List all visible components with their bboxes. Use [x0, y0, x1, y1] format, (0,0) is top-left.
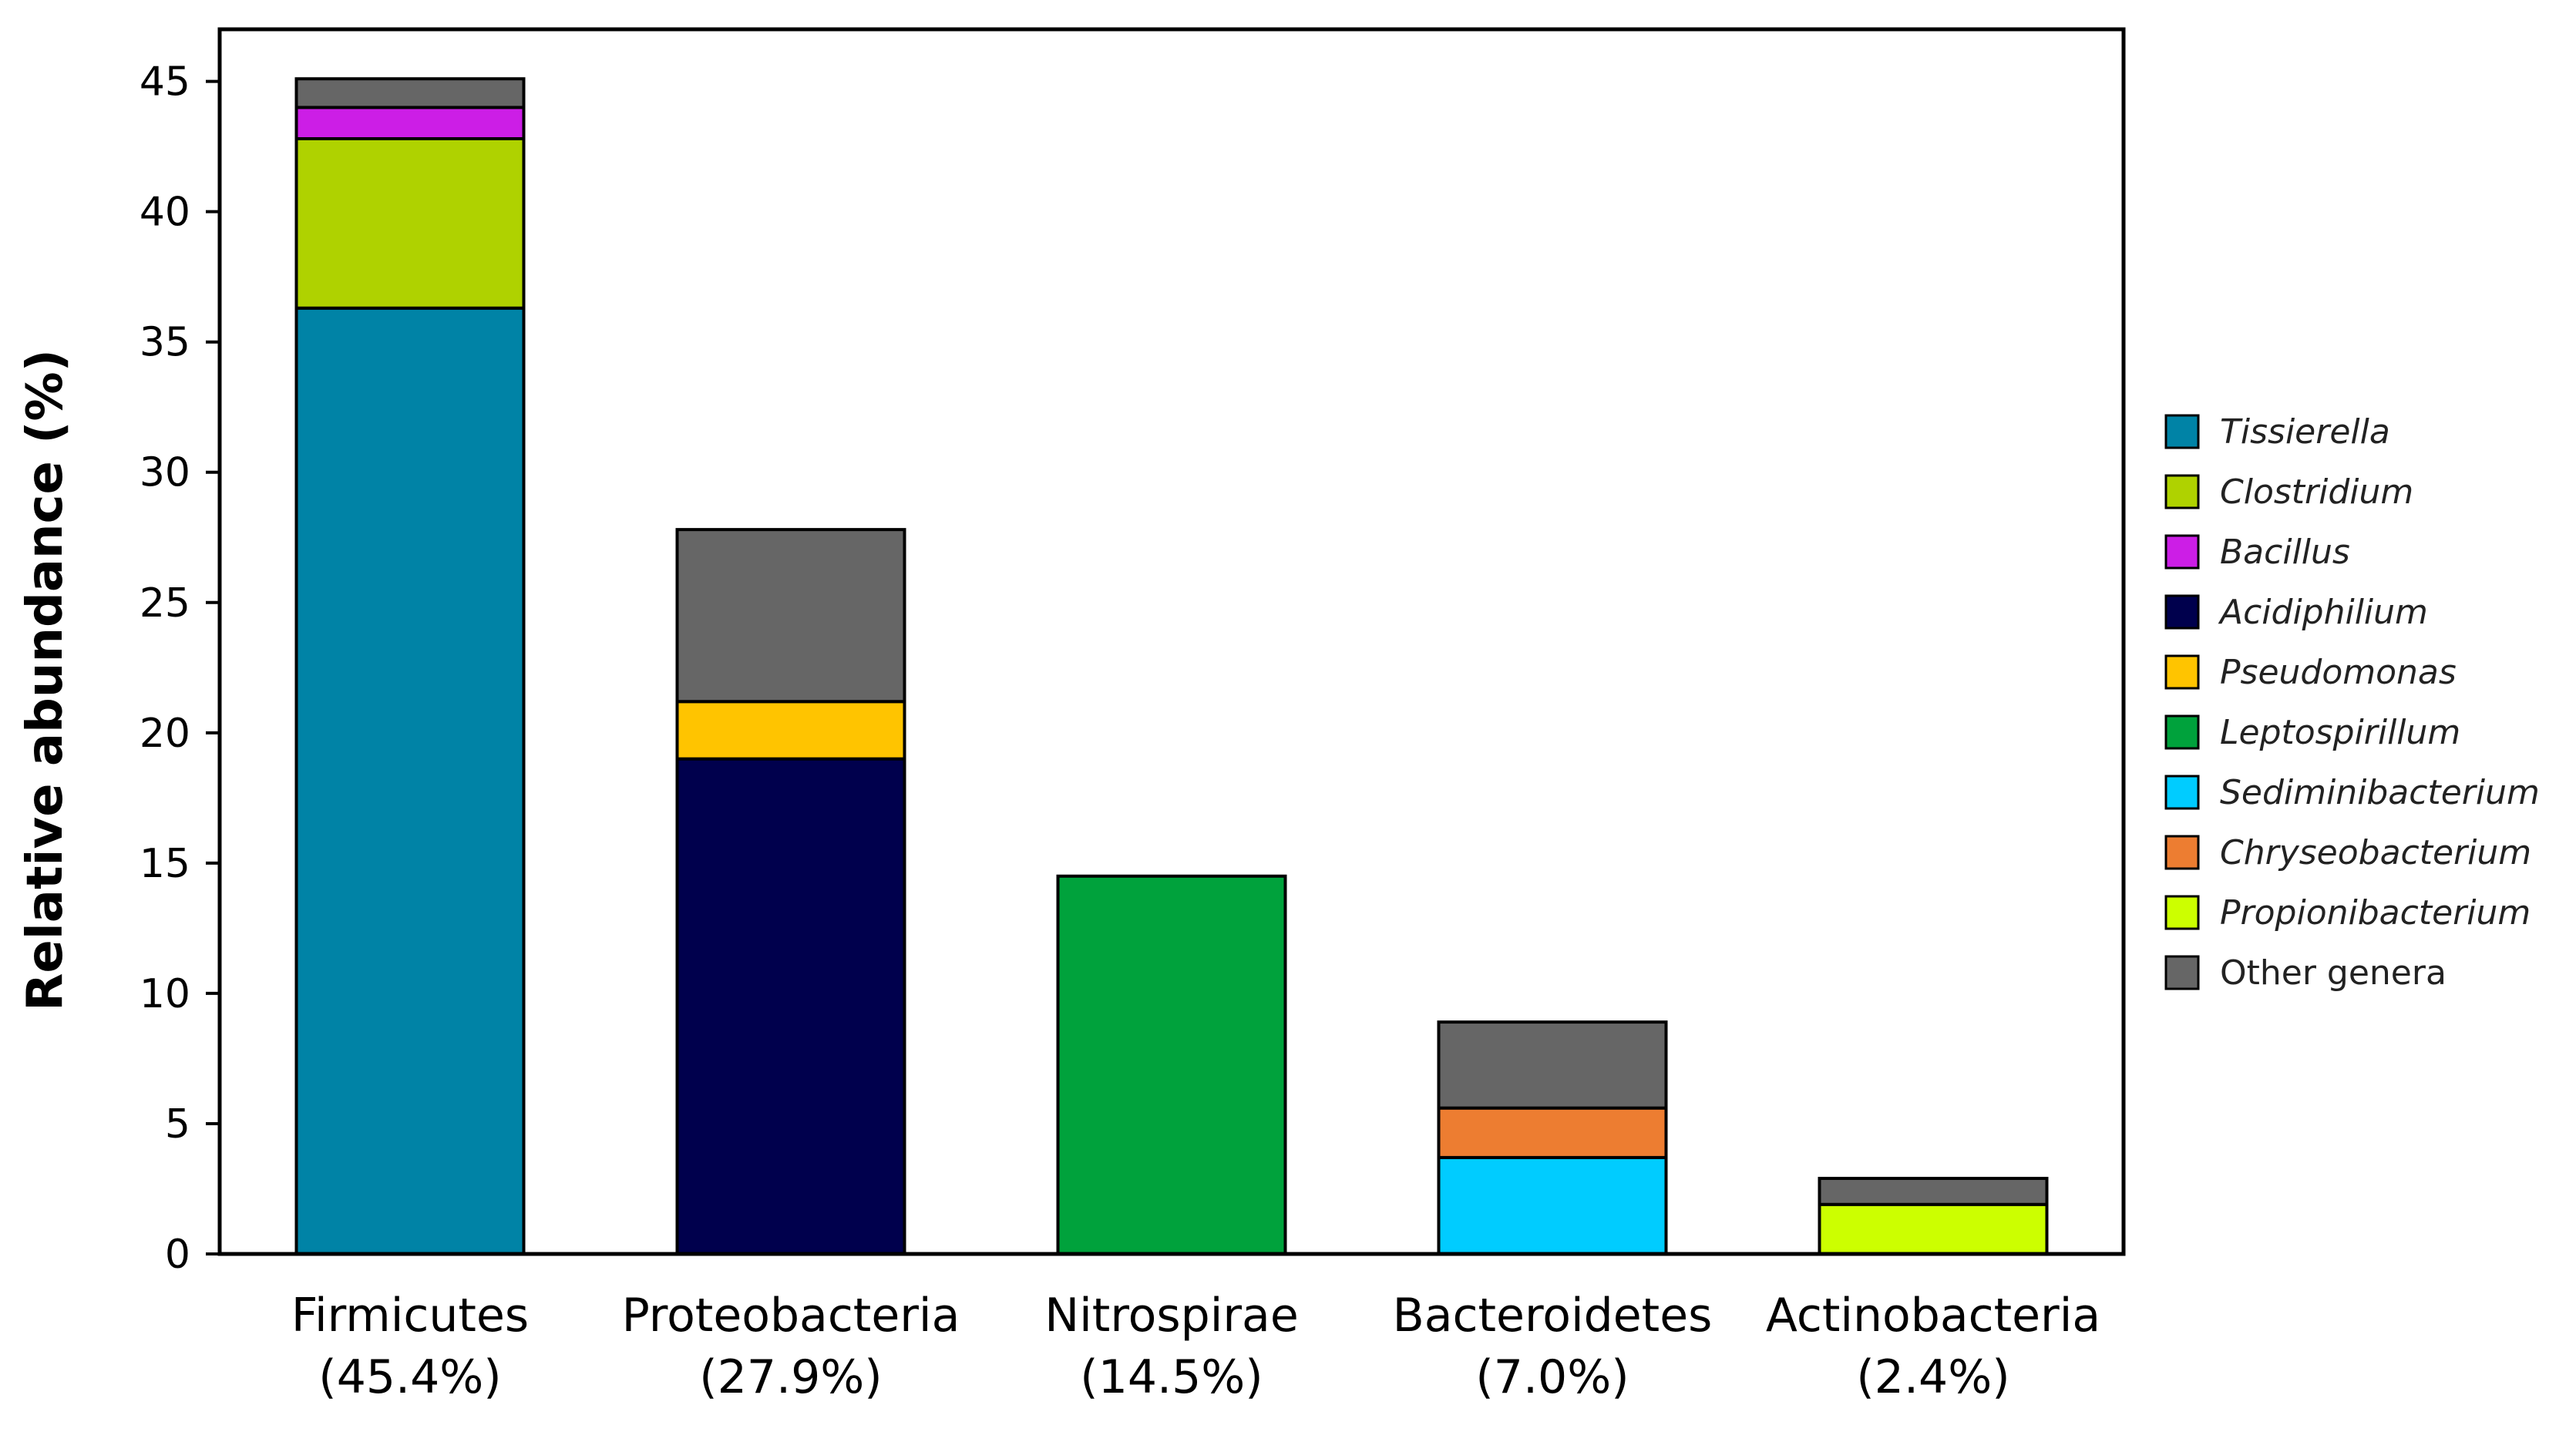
y-tick-label: 0	[165, 1232, 190, 1278]
bar-segment-other-genera	[1437, 1020, 1668, 1110]
y-tick-label: 5	[165, 1101, 190, 1148]
x-tick-label: Proteobacteria	[622, 1289, 960, 1343]
y-tick-label: 45	[140, 59, 190, 106]
x-tick-share-label: (2.4%)	[1856, 1350, 2009, 1404]
legend-label: Other genera	[2220, 953, 2447, 993]
legend-swatch	[2164, 895, 2200, 930]
bar-segment-propionibacterium	[1818, 1202, 2049, 1255]
legend-label: Leptospirillum	[2220, 713, 2460, 752]
legend-swatch	[2164, 714, 2200, 750]
y-tick-label: 40	[140, 190, 190, 236]
legend-swatch	[2164, 534, 2200, 570]
y-tick-label: 35	[140, 320, 190, 366]
x-tick-share-label: (27.9%)	[699, 1350, 882, 1404]
legend-label: Acidiphilium	[2218, 593, 2428, 632]
bar-segment-tissierella	[294, 306, 526, 1255]
x-tick-share-label: (45.4%)	[318, 1350, 501, 1404]
y-tick-label: 10	[140, 971, 190, 1017]
x-tick-label: Bacteroidetes	[1393, 1289, 1713, 1343]
y-tick-label: 20	[140, 711, 190, 757]
bar-segment-other-genera	[294, 77, 526, 109]
x-tick-label: Actinobacteria	[1766, 1289, 2100, 1343]
bar-segment-sediminibacterium	[1437, 1155, 1668, 1256]
legend-swatch	[2164, 835, 2200, 870]
x-axis: Firmicutes (45.4%) Proteobacteria (27.9%) Ni…	[291, 1289, 2100, 1404]
y-tick-label: 15	[140, 841, 190, 887]
legend-swatch	[2164, 654, 2200, 690]
bars-layer	[294, 77, 2049, 1256]
legend-label: Pseudomonas	[2220, 653, 2457, 692]
plot-frame	[217, 27, 2126, 1256]
legend-swatch	[2164, 474, 2200, 509]
bar-segment-acidiphilium	[675, 757, 906, 1255]
bar-segment-chryseobacterium	[1437, 1106, 1668, 1159]
bar-segment-bacillus	[294, 106, 526, 140]
legend-label: Sediminibacterium	[2220, 773, 2540, 812]
legend-label: Clostridium	[2220, 472, 2413, 512]
x-tick-label: Firmicutes	[291, 1289, 529, 1343]
bar-segment-other-genera	[1818, 1176, 2049, 1206]
y-tick-label: 30	[140, 450, 190, 496]
legend-label: Tissierella	[2220, 412, 2390, 452]
x-tick-share-label: (14.5%)	[1080, 1350, 1263, 1404]
bar-segment-pseudomonas	[675, 700, 906, 761]
bar-segment-other-genera	[675, 528, 906, 704]
legend-label: Bacillus	[2220, 533, 2350, 572]
y-axis: 0 5 10 15 20 25 30 35 40 45	[140, 59, 220, 1278]
legend: Tissierella Clostridium Bacillus Acidiphili…	[2164, 412, 2540, 993]
legend-label: Propionibacterium	[2220, 893, 2531, 933]
y-axis-title: Relative abundance (%)	[17, 349, 74, 1011]
bar-segment-clostridium	[294, 136, 526, 310]
x-tick-label: Nitrospirae	[1044, 1289, 1299, 1343]
legend-swatch	[2164, 775, 2200, 810]
y-tick-label: 25	[140, 580, 190, 627]
bar-segment-leptospirillum	[1056, 874, 1287, 1256]
legend-swatch	[2164, 594, 2200, 630]
legend-label: Chryseobacterium	[2220, 833, 2531, 872]
legend-swatch	[2164, 955, 2200, 990]
legend-swatch	[2164, 414, 2200, 449]
x-tick-share-label: (7.0%)	[1475, 1350, 1629, 1404]
